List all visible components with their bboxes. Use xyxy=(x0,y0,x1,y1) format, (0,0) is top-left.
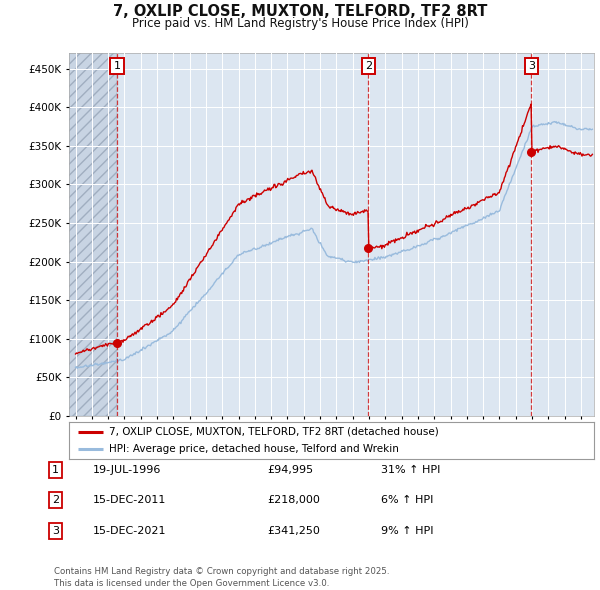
Text: Contains HM Land Registry data © Crown copyright and database right 2025.
This d: Contains HM Land Registry data © Crown c… xyxy=(54,568,389,588)
Text: 2: 2 xyxy=(52,495,59,504)
Text: £218,000: £218,000 xyxy=(267,495,320,504)
Text: 15-DEC-2021: 15-DEC-2021 xyxy=(93,526,167,536)
Text: 15-DEC-2011: 15-DEC-2011 xyxy=(93,495,166,504)
Text: 7, OXLIP CLOSE, MUXTON, TELFORD, TF2 8RT (detached house): 7, OXLIP CLOSE, MUXTON, TELFORD, TF2 8RT… xyxy=(109,427,439,437)
Text: 3: 3 xyxy=(52,526,59,536)
Text: 1: 1 xyxy=(113,61,121,71)
Text: HPI: Average price, detached house, Telford and Wrekin: HPI: Average price, detached house, Telf… xyxy=(109,444,400,454)
Text: 9% ↑ HPI: 9% ↑ HPI xyxy=(381,526,433,536)
Text: 1: 1 xyxy=(52,465,59,474)
Text: 7, OXLIP CLOSE, MUXTON, TELFORD, TF2 8RT: 7, OXLIP CLOSE, MUXTON, TELFORD, TF2 8RT xyxy=(113,4,487,19)
Text: 19-JUL-1996: 19-JUL-1996 xyxy=(93,465,161,474)
Text: 2: 2 xyxy=(365,61,372,71)
Text: Price paid vs. HM Land Registry's House Price Index (HPI): Price paid vs. HM Land Registry's House … xyxy=(131,17,469,30)
Text: 6% ↑ HPI: 6% ↑ HPI xyxy=(381,495,433,504)
Text: £94,995: £94,995 xyxy=(267,465,313,474)
Text: 31% ↑ HPI: 31% ↑ HPI xyxy=(381,465,440,474)
Bar xyxy=(69,53,117,416)
Text: £341,250: £341,250 xyxy=(267,526,320,536)
Text: 3: 3 xyxy=(528,61,535,71)
